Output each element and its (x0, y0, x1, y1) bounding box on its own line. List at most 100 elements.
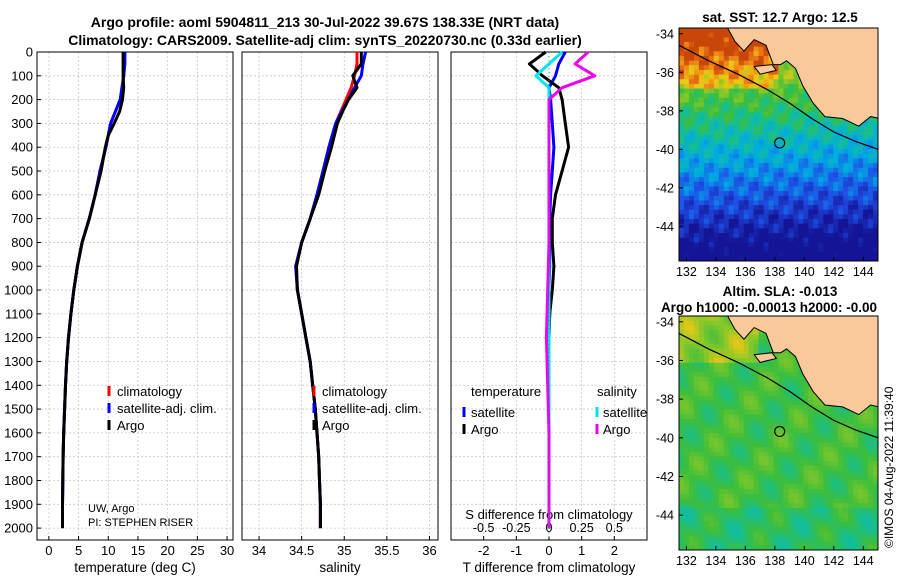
map-x-tick-label: 134 (705, 554, 726, 568)
map-cell (753, 107, 760, 113)
map-cell (833, 223, 839, 229)
map-cell (773, 242, 780, 248)
map-cell (733, 334, 740, 340)
map-cell (823, 195, 829, 202)
map-cell (733, 256, 740, 261)
map-cell (838, 130, 844, 136)
map-cell (813, 540, 819, 546)
map-cell (733, 381, 740, 387)
map-cell (803, 470, 809, 476)
map-cell (843, 237, 849, 243)
map-cell (693, 545, 700, 550)
map-cell (843, 251, 849, 257)
map-cell (808, 395, 814, 401)
map-cell (783, 233, 790, 239)
map-cell (838, 526, 844, 532)
map-cell (723, 470, 730, 476)
map-cell (733, 358, 740, 364)
map-cell (763, 46, 770, 52)
map-cell (853, 219, 859, 225)
map-cell (728, 55, 735, 62)
map-cell (783, 479, 790, 486)
map-cell (748, 526, 755, 532)
map-cell (853, 418, 859, 425)
map-cell (823, 163, 829, 169)
map-cell (693, 121, 700, 127)
map-cell (728, 465, 735, 472)
map-cell (723, 209, 730, 215)
map-cell (758, 348, 765, 355)
map-cell (793, 545, 799, 550)
map-cell (808, 390, 814, 397)
map-cell (843, 433, 849, 439)
map-cell (808, 111, 814, 118)
map-cell (873, 172, 878, 178)
map-cell (758, 107, 765, 113)
map-cell (683, 153, 690, 160)
map-cell (818, 484, 824, 490)
map-cell (718, 83, 725, 90)
map-cell (843, 498, 849, 504)
map-cell (758, 51, 765, 57)
map-cell (679, 400, 685, 406)
map-cell (843, 186, 849, 192)
map-cell (778, 437, 785, 443)
map-cell (733, 60, 740, 66)
map-cell (703, 344, 710, 350)
map-cell (713, 456, 720, 462)
map-cell (828, 237, 834, 243)
map-cell (683, 540, 690, 546)
map-cell (708, 404, 715, 411)
map-cell (743, 428, 750, 434)
map-cell (718, 493, 725, 500)
map-cell (858, 475, 864, 481)
map-cell (803, 214, 809, 220)
map-cell (693, 149, 700, 155)
map-cell (723, 247, 730, 253)
map-cell (713, 177, 720, 183)
map-cell (698, 55, 705, 62)
map-cell (778, 400, 785, 406)
map-cell (728, 498, 735, 504)
map-cell (843, 545, 849, 550)
map-cell (793, 223, 799, 229)
map-cell (693, 228, 700, 234)
map-cell (813, 181, 819, 188)
map-cell (698, 484, 705, 490)
map-cell (703, 158, 710, 164)
map-cell (738, 390, 745, 397)
map-cell (728, 372, 735, 378)
map-cell (743, 139, 750, 146)
map-cell (798, 135, 804, 141)
map-cell (798, 233, 804, 239)
map-cell (743, 55, 750, 62)
map-cell (688, 135, 695, 141)
map-cell (838, 423, 844, 429)
map-cell (733, 362, 740, 369)
map-cell (758, 376, 765, 383)
map-cell (708, 69, 715, 76)
map-cell (713, 46, 720, 52)
map-cell (788, 451, 795, 457)
map-cell (738, 69, 745, 76)
map-cell (733, 465, 740, 472)
map-cell (873, 512, 878, 518)
map-cell (713, 461, 720, 467)
map-cell (798, 489, 804, 495)
map-cell (838, 158, 844, 164)
map-cell (698, 228, 705, 234)
map-cell (798, 456, 804, 462)
map-cell (703, 400, 710, 406)
map-cell (708, 172, 715, 178)
map-cell (813, 521, 819, 528)
s-tick-label: -0.5 (473, 521, 495, 535)
map-cell (718, 158, 725, 164)
map-cell (693, 41, 700, 48)
map-cell (738, 200, 745, 206)
map-cell (748, 233, 755, 239)
map-cell (788, 205, 795, 211)
s-tick-label: 0.5 (606, 521, 623, 535)
map-cell (748, 437, 755, 443)
map-cell (858, 447, 864, 453)
map-cell (733, 167, 740, 174)
